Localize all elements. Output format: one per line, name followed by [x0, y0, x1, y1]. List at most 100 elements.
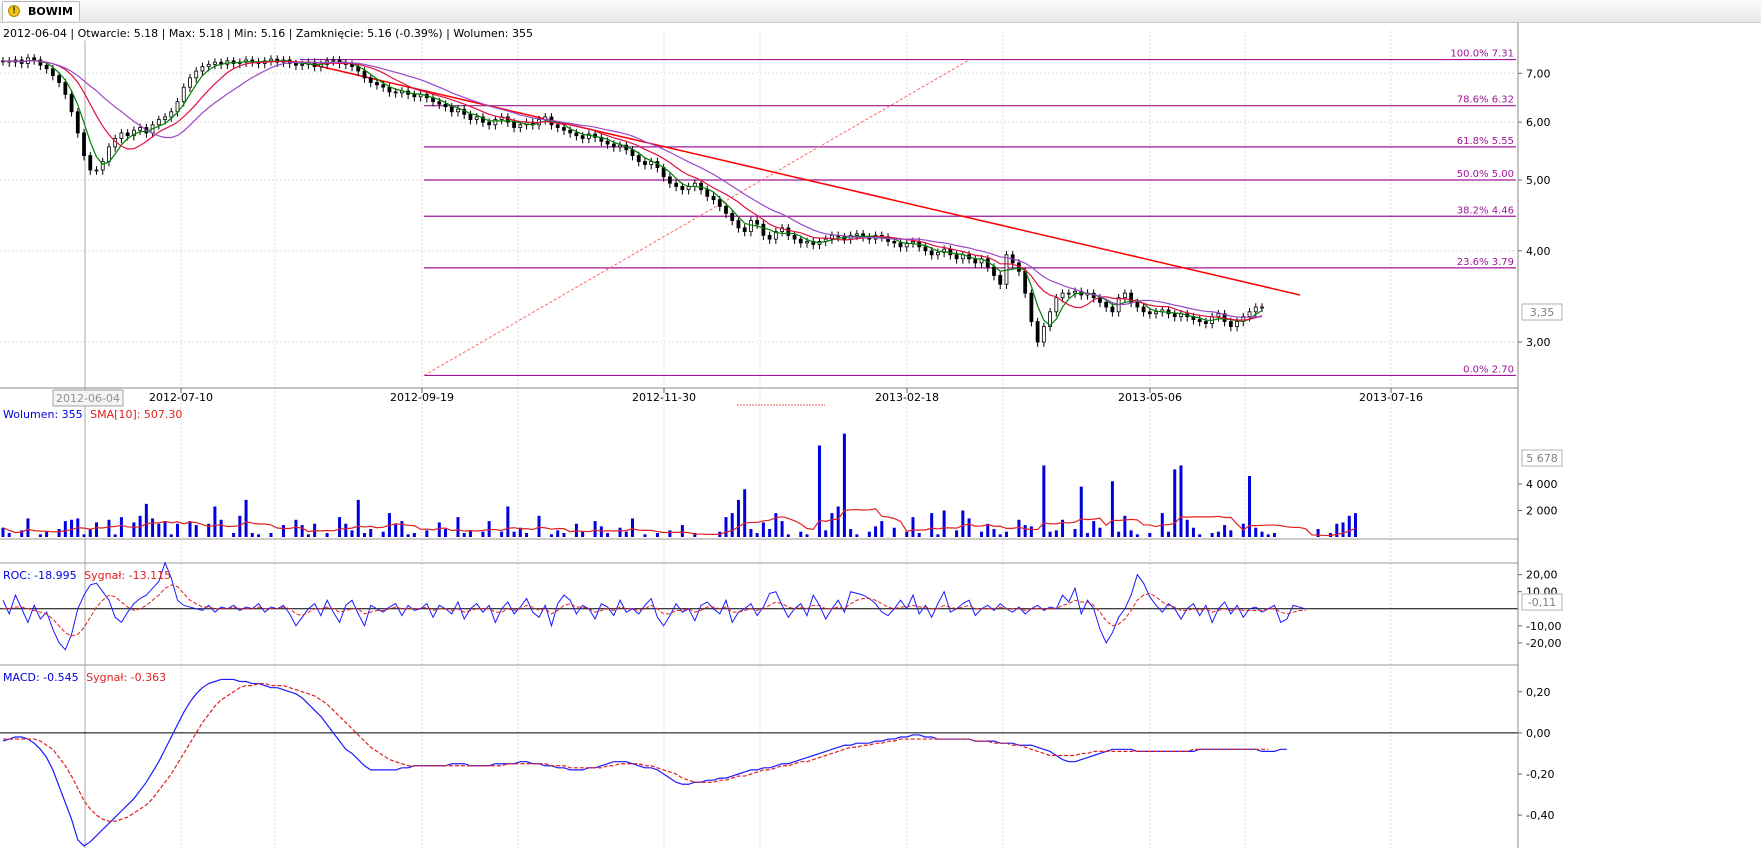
- candle-body: [505, 116, 510, 123]
- volume-bar: [618, 527, 622, 537]
- candle-body: [269, 58, 273, 62]
- volume-bar: [986, 523, 990, 537]
- volume-bar: [113, 534, 117, 537]
- volume-bar: [518, 527, 522, 537]
- candle-body: [1135, 301, 1140, 308]
- volume-bar: [1167, 531, 1171, 537]
- candle-body: [449, 106, 454, 113]
- volume-bar: [1254, 527, 1258, 537]
- volume-bar: [817, 445, 821, 537]
- candle-body: [1048, 311, 1052, 327]
- roc-line: [2, 561, 1306, 651]
- volume-bar: [774, 513, 778, 537]
- candle-body: [749, 220, 753, 232]
- candle-body: [923, 246, 928, 252]
- volume-bar: [693, 533, 697, 537]
- volume-bar: [998, 534, 1002, 537]
- volume-bar: [281, 525, 285, 537]
- volume-bar: [768, 529, 772, 537]
- volume-bar: [892, 527, 896, 537]
- volume-bar: [780, 521, 784, 537]
- x-tick-label: 2013-05-06: [1118, 391, 1182, 404]
- volume-bar: [207, 523, 211, 537]
- candle-body: [381, 84, 386, 88]
- x-tick-label: 2013-07-16: [1359, 391, 1423, 404]
- price-y-tick-label: 5,00: [1526, 174, 1551, 187]
- volume-bar: [1316, 529, 1320, 537]
- candle-body: [456, 108, 460, 113]
- candle-body: [574, 132, 579, 137]
- volume-bar: [144, 503, 148, 537]
- volume-bar: [1079, 486, 1083, 537]
- tab-bowim[interactable]: ! BOWIM: [2, 1, 80, 21]
- chart-area[interactable]: 100.0% 7.31 78.6% 6.32 61.8% 5.55 50.0% 5.0…: [0, 23, 1761, 848]
- sma-long-line: [2, 60, 1263, 318]
- volume-bar: [724, 517, 728, 537]
- candle-body: [206, 63, 211, 67]
- candle-body: [169, 111, 174, 118]
- volume-bar: [562, 533, 566, 537]
- candle-body: [1054, 297, 1059, 313]
- volume-bar: [830, 513, 834, 537]
- volume-bar: [119, 517, 123, 537]
- volume-bar: [437, 522, 441, 537]
- volume-bar: [1223, 525, 1227, 537]
- volume-bar: [20, 530, 24, 537]
- candle-body: [1129, 292, 1134, 303]
- volume-bar: [955, 530, 959, 537]
- candle-body: [936, 251, 940, 256]
- x-tick-label: 2012-11-30: [632, 391, 696, 404]
- volume-bar: [1017, 519, 1021, 537]
- volume-bar: [992, 529, 996, 537]
- volume-bar: [849, 529, 853, 537]
- candle-body: [773, 231, 778, 240]
- volume-bar: [1229, 530, 1233, 537]
- candle-body: [1147, 311, 1152, 315]
- volume-bar: [1210, 533, 1214, 537]
- trendline: [301, 61, 1301, 296]
- volume-bar: [338, 517, 342, 537]
- volume-bar: [132, 522, 136, 537]
- candle-body: [780, 227, 784, 232]
- volume-bar: [1198, 534, 1202, 537]
- candle-body: [636, 155, 641, 162]
- candle-body: [88, 155, 93, 171]
- candle-body: [680, 186, 685, 191]
- volume-bar: [1123, 515, 1127, 537]
- candle-body: [57, 75, 61, 83]
- volume-bar: [880, 521, 884, 537]
- candle-body: [792, 234, 797, 240]
- candle-body: [94, 169, 99, 172]
- price-y-tick-label: 3,00: [1526, 336, 1551, 349]
- volume-bar: [799, 531, 803, 537]
- volume-bar: [1054, 530, 1058, 537]
- volume-legend: Wolumen: 355 SMA[10]: 507.30: [3, 408, 182, 421]
- candle-body: [1204, 321, 1208, 324]
- candle-body: [649, 161, 654, 165]
- x-tick-label: 2012-07-10: [149, 391, 213, 404]
- macd-legend: MACD: -0.545 Sygnał: -0.363: [3, 671, 166, 684]
- candle-body: [38, 59, 43, 66]
- volume-bar: [1148, 533, 1152, 537]
- volume-bar: [163, 521, 167, 537]
- volume-bar: [936, 534, 940, 537]
- volume-bar: [194, 525, 198, 537]
- candle-body: [375, 82, 379, 86]
- volume-bar: [151, 518, 155, 537]
- roc-last-value-box: [1521, 593, 1563, 611]
- macd-panel: [0, 678, 1518, 847]
- candle-body: [954, 254, 959, 260]
- warning-icon: !: [8, 5, 20, 17]
- volume-bar: [1092, 521, 1096, 537]
- volume-bar: [668, 530, 672, 537]
- price-last-value-box: [1521, 303, 1563, 321]
- price-y-tick-label: 7,00: [1526, 67, 1551, 80]
- candle-body: [300, 63, 305, 66]
- volume-bar: [1185, 519, 1189, 537]
- volume-bar: [917, 533, 921, 537]
- candle-body: [898, 242, 903, 248]
- candle-body: [125, 132, 130, 137]
- volume-bar: [94, 522, 98, 537]
- fib-level-label: 23.6% 3.79: [1457, 257, 1514, 268]
- x-tick-label: 2013-02-18: [875, 391, 939, 404]
